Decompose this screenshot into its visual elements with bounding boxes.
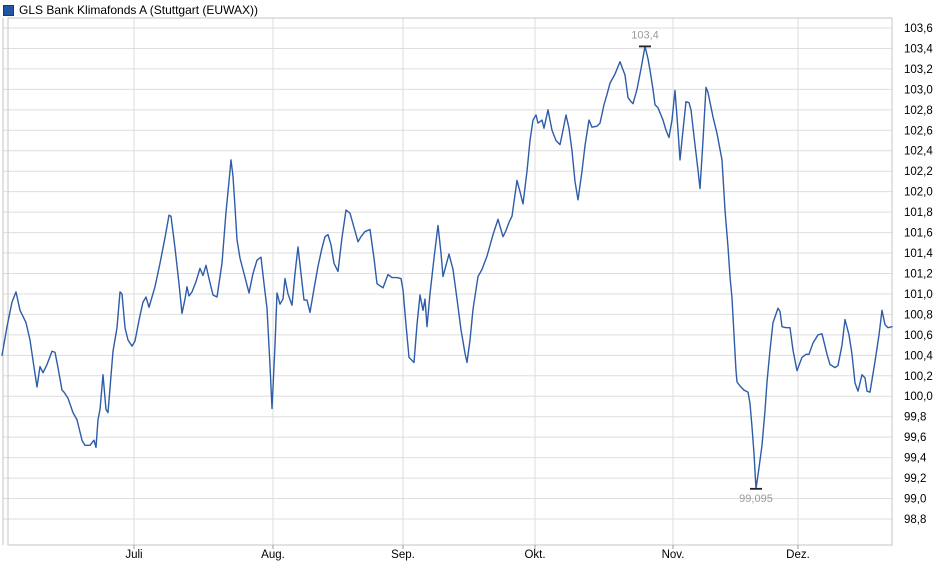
y-axis-tick-label: 100,0 [904, 391, 933, 403]
plot-frame [2, 17, 893, 549]
y-axis-tick-label: 102,8 [904, 105, 933, 117]
gridlines [3, 18, 892, 545]
y-axis-tick-label: 101,4 [904, 248, 933, 260]
y-axis-tick-label: 99,6 [904, 432, 926, 444]
extreme-annotations: 103,4 99,095 [631, 29, 773, 504]
x-axis-labels: Juli Aug. Sep. Okt. Nov. Dez. [125, 549, 809, 561]
price-line-series [1, 45, 893, 490]
y-axis-tick-label: 102,0 [904, 187, 933, 199]
price-line [1, 45, 893, 490]
y-axis-tick-label: 103,0 [904, 84, 933, 96]
y-axis-tick-label: 103,2 [904, 64, 933, 76]
y-axis-tick-label: 101,2 [904, 268, 933, 280]
x-axis-month-label: Okt. [524, 549, 545, 561]
y-axis-tick-label: 102,6 [904, 125, 933, 137]
x-axis-month-label: Sep. [391, 549, 415, 561]
x-axis-month-label: Aug. [261, 549, 285, 561]
y-axis-tick-label: 103,4 [904, 43, 933, 55]
min-value-label: 99,095 [739, 493, 773, 505]
y-axis-tick-label: 98,8 [904, 514, 926, 526]
y-axis-tick-label: 99,4 [904, 453, 927, 465]
y-axis-tick-label: 102,2 [904, 166, 933, 178]
max-value-label: 103,4 [631, 29, 659, 41]
y-axis-tick-label: 101,0 [904, 289, 933, 301]
series-legend-square-icon [3, 4, 14, 16]
y-axis-tick-label: 100,4 [904, 350, 933, 362]
y-axis-labels: 103,6 103,4 103,2 103,0 102,8 102,6 102,4 102,2… [904, 23, 933, 526]
y-axis-tick-label: 101,6 [904, 228, 933, 240]
chart-legend: GLS Bank Klimafonds A (Stuttgart (EUWAX)… [3, 3, 258, 17]
y-axis-tick-label: 101,8 [904, 207, 933, 219]
y-axis-tick-label: 102,4 [904, 146, 933, 158]
y-axis-tick-label: 100,2 [904, 371, 933, 383]
y-axis-tick-label: 100,6 [904, 330, 933, 342]
x-axis-month-label: Dez. [786, 549, 810, 561]
y-axis-tick-label: 99,8 [904, 412, 926, 424]
y-axis-tick-label: 99,0 [904, 494, 926, 506]
x-axis-month-label: Juli [125, 549, 142, 561]
y-axis-tick-label: 100,8 [904, 309, 933, 321]
chart-title: GLS Bank Klimafonds A (Stuttgart (EUWAX)… [19, 3, 258, 17]
x-axis-month-label: Nov. [662, 549, 685, 561]
y-axis-tick-label: 103,6 [904, 23, 933, 35]
y-axis-tick-label: 99,2 [904, 473, 926, 485]
